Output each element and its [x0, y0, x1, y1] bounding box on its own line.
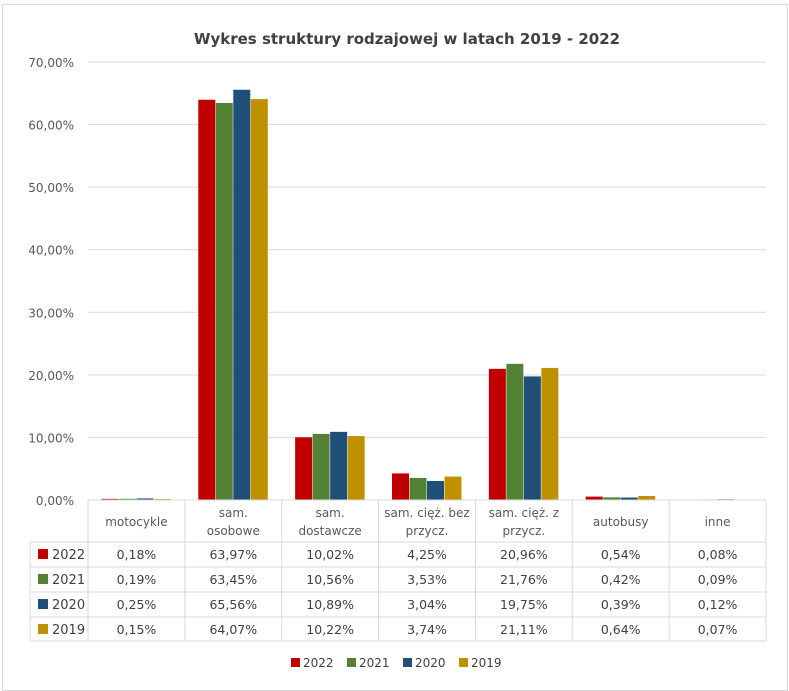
y-tick-label: 20,00% — [28, 369, 74, 383]
row-label: 2020 — [52, 598, 85, 613]
table-cell: 10,89% — [306, 597, 354, 612]
legend-label: 2020 — [415, 656, 446, 670]
table-cell: 3,74% — [407, 622, 447, 637]
legend-label: 2019 — [471, 656, 502, 670]
bar-2022 — [198, 99, 216, 501]
table-cell: 0,39% — [601, 597, 641, 612]
y-tick-label: 40,00% — [28, 244, 74, 258]
table-cell: 19,75% — [500, 597, 548, 612]
category-label: sam. — [316, 506, 345, 520]
table-cell: 0,18% — [117, 547, 157, 562]
bar-2022 — [101, 498, 119, 500]
legend-key-2020 — [38, 599, 48, 609]
bar-2022 — [585, 496, 603, 500]
y-tick-label: 70,00% — [28, 56, 74, 70]
table-cell: 0,09% — [698, 572, 738, 587]
bar-2021 — [603, 497, 621, 500]
category-label: osobowe — [207, 524, 260, 538]
bar-2020 — [330, 431, 348, 500]
bar-2021 — [118, 498, 136, 500]
y-tick-label: 10,00% — [28, 431, 74, 445]
table-cell: 0,25% — [117, 597, 157, 612]
y-tick-label: 30,00% — [28, 306, 74, 320]
chart-title: Wykres struktury rodzajowej w latach 201… — [194, 30, 620, 48]
bar-2019 — [444, 476, 462, 500]
table-cell: 10,02% — [306, 547, 354, 562]
table-cell: 0,54% — [601, 547, 641, 562]
bar-2021 — [409, 477, 427, 500]
legend-swatch — [403, 658, 412, 667]
legend-swatch — [347, 658, 356, 667]
legend-label: 2021 — [359, 656, 390, 670]
bar-2022 — [392, 473, 409, 500]
table-cell: 4,25% — [407, 547, 447, 562]
y-tick-label: 60,00% — [28, 119, 74, 133]
category-label: sam. — [219, 506, 248, 520]
bar-2022 — [488, 368, 506, 500]
legend-key-2019 — [38, 624, 48, 634]
table-cell: 0,19% — [117, 572, 157, 587]
table-cell: 65,56% — [209, 597, 257, 612]
legend-swatch — [459, 658, 468, 667]
table-cell: 0,08% — [698, 547, 738, 562]
bar-2020 — [427, 480, 444, 500]
table-cell: 63,97% — [209, 547, 257, 562]
legend-swatch — [291, 658, 300, 667]
category-label: przycz. — [406, 524, 449, 538]
y-tick-label: 0,00% — [36, 494, 74, 508]
table-cell: 3,04% — [407, 597, 447, 612]
table-cell: 63,45% — [209, 572, 257, 587]
category-label: autobusy — [593, 515, 649, 529]
category-label: motocykle — [105, 515, 167, 529]
bar-2020 — [620, 497, 638, 500]
category-label: przycz. — [503, 524, 546, 538]
category-label: sam. cięż. z — [489, 506, 559, 520]
category-label: dostawcze — [298, 524, 361, 538]
table-cell: 0,42% — [601, 572, 641, 587]
legend-label: 2022 — [303, 656, 334, 670]
bar-2019 — [541, 367, 559, 500]
row-label: 2021 — [52, 573, 85, 588]
row-label: 2022 — [52, 548, 85, 563]
table-cell: 10,56% — [306, 572, 354, 587]
bar-2021 — [312, 433, 330, 500]
bar-2020 — [523, 376, 541, 500]
bar-2019 — [638, 495, 656, 500]
table-cell: 0,07% — [698, 622, 738, 637]
table-cell: 20,96% — [500, 547, 548, 562]
bar-2021 — [215, 102, 233, 500]
table-cell: 21,76% — [500, 572, 548, 587]
row-label: 2019 — [52, 623, 85, 638]
table-cell: 21,11% — [500, 622, 548, 637]
bar-2022 — [295, 437, 313, 500]
table-cell: 64,07% — [209, 622, 257, 637]
table-cell: 0,15% — [117, 622, 157, 637]
bar-2020 — [136, 498, 154, 500]
category-label: inne — [705, 515, 731, 529]
legend-key-2021 — [38, 574, 48, 584]
bar-2019 — [250, 99, 268, 500]
bar-2020 — [233, 89, 251, 501]
table-cell: 0,12% — [698, 597, 738, 612]
table-cell: 3,53% — [407, 572, 447, 587]
y-tick-label: 50,00% — [28, 181, 74, 195]
table-cell: 10,22% — [306, 622, 354, 637]
table-cell: 0,64% — [601, 622, 641, 637]
legend-key-2022 — [38, 549, 48, 559]
category-label: sam. cięż. bez — [384, 506, 469, 520]
bar-2021 — [506, 363, 524, 500]
bar-2019 — [347, 436, 365, 500]
